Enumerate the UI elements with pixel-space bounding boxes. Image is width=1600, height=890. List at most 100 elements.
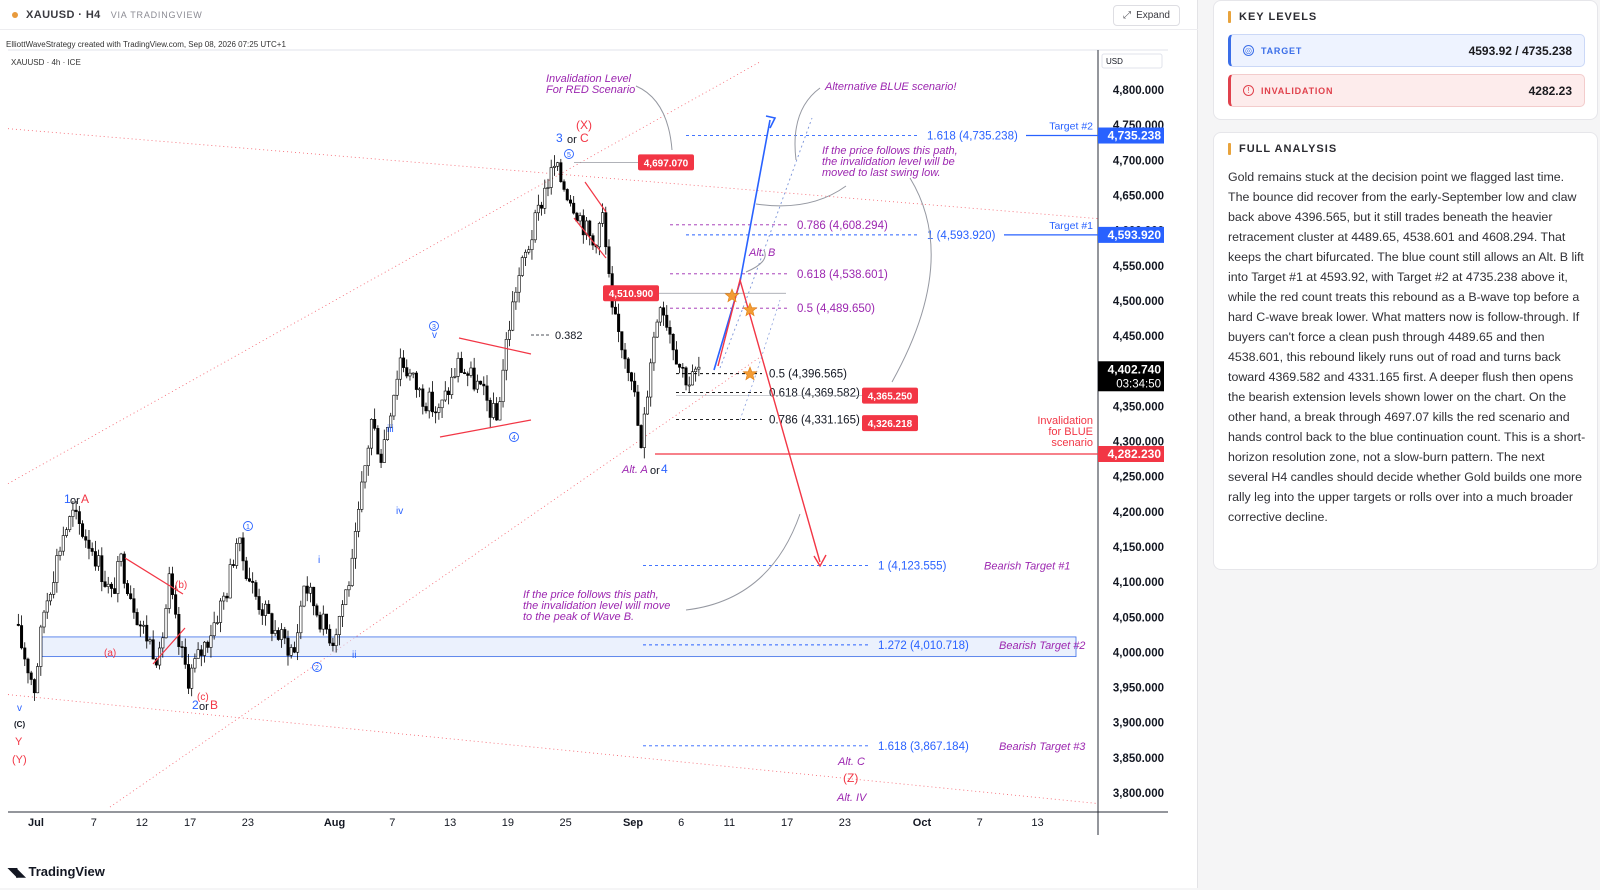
bearish-target-1-tag: Bearish Target #1: [984, 561, 1070, 573]
candle-body: [186, 664, 190, 689]
candle-body: [379, 453, 383, 463]
tradingview-brand: TradingView: [28, 864, 105, 879]
candle-body: [39, 626, 43, 667]
candle-body: [562, 181, 566, 190]
candle-body: [507, 329, 511, 340]
blue-path-note: If the price follows this path,: [822, 145, 958, 157]
candle-body: [373, 419, 377, 429]
x-tick-label: 7: [91, 817, 97, 829]
wave-3-label: 3: [556, 131, 563, 145]
x-tick-label: Jul: [28, 817, 44, 829]
y-tick-label: 3,850.000: [1113, 753, 1164, 765]
candle-body: [109, 583, 113, 589]
x-tick-label: 6: [678, 817, 684, 829]
wave-z-label: (Z): [843, 771, 858, 785]
candle-body: [116, 561, 120, 594]
candle-body: [122, 553, 126, 584]
candle-body: [527, 249, 531, 253]
wave-1-label: 1: [64, 492, 71, 506]
price-badge: [862, 387, 918, 404]
countdown-label: 03:34:50: [1116, 378, 1161, 390]
candle-body: [604, 212, 608, 248]
candle-body: [450, 376, 454, 396]
currency-box: [1101, 53, 1163, 69]
candle-body: [77, 511, 81, 525]
red-projection-arrowhead: [813, 554, 827, 568]
candle-body: [456, 357, 460, 377]
target-1-tag: Target #1: [1049, 220, 1093, 232]
invalidation-blue-label: scenario: [1051, 437, 1093, 449]
wave-ii-label: ii: [352, 650, 356, 661]
candle-body: [559, 162, 563, 182]
wave-b-small-label: (b): [175, 580, 187, 591]
candle-body: [613, 306, 617, 315]
fib-level-label: 0.5 (4,396.565): [769, 369, 847, 381]
candle-body: [228, 564, 232, 599]
candle-body: [315, 605, 319, 616]
tradingview-logo-icon: ◥◣: [8, 864, 25, 879]
candle-layer: [16, 155, 701, 701]
candle-body: [257, 596, 261, 610]
candle-body: [74, 509, 78, 512]
candle-body: [626, 358, 630, 373]
candle-body: [276, 630, 280, 640]
candle-body: [546, 187, 550, 189]
wedge-upper: [584, 181, 607, 213]
candle-body: [113, 588, 117, 594]
wave-or-label: or: [70, 495, 80, 507]
candle-body: [222, 595, 226, 602]
triangle-4-upper: [458, 337, 532, 355]
wedge-lower: [573, 217, 607, 259]
candle-body: [636, 391, 640, 426]
candle-body: [475, 380, 479, 390]
candle-body: [247, 578, 251, 582]
wave-or-label: or: [199, 701, 209, 713]
wave-a-label: A: [81, 492, 89, 506]
x-tick-label: 23: [242, 817, 254, 829]
candle-body: [536, 204, 540, 214]
candle-body: [215, 622, 219, 624]
candle-body: [328, 628, 332, 644]
y-tick-label: 4,300.000: [1113, 437, 1164, 449]
candle-body: [684, 367, 688, 386]
x-tick-label: 7: [977, 817, 983, 829]
fib-level-label: 1.272 (4,010.718): [878, 640, 969, 652]
candle-body: [145, 624, 149, 642]
candle-body: [196, 649, 200, 659]
candle-body: [642, 413, 646, 448]
target-value: 4593.92 / 4735.238: [1468, 43, 1572, 58]
wave-circle-3: 3: [432, 324, 436, 331]
candle-body: [97, 555, 101, 567]
y-tick-label: 4,500.000: [1113, 296, 1164, 308]
price-chart[interactable]: USD4,800.0004,750.0004,700.0004,650.0004…: [0, 0, 1198, 888]
candle-body: [665, 314, 669, 328]
candle-body: [20, 625, 24, 649]
candle-body: [337, 616, 341, 635]
via-label: VIA TRADINGVIEW: [110, 9, 203, 20]
candle-body: [524, 251, 528, 258]
candle-body: [16, 623, 20, 626]
candle-body: [45, 600, 49, 613]
candle-body: [360, 481, 364, 510]
candle-body: [398, 357, 402, 380]
candle-body: [93, 551, 97, 567]
x-tick-label: 13: [444, 817, 456, 829]
candle-body: [549, 167, 553, 188]
wave-circle-4-ring: [509, 432, 519, 442]
candle-body: [568, 199, 572, 204]
invalidation-level-row: ! INVALIDATION 4282.23: [1228, 74, 1585, 107]
candle-body: [48, 594, 52, 602]
axis-layer: USD4,800.0004,750.0004,700.0004,650.0004…: [8, 49, 1168, 835]
candle-body: [23, 647, 27, 660]
candle-body: [81, 523, 85, 537]
wave-circle-3-ring: [429, 321, 439, 331]
invalidation-red-note: Invalidation Level: [546, 73, 632, 85]
expand-button[interactable]: ⤢ Expand: [1113, 5, 1180, 26]
channel-rising-lower: [109, 356, 761, 808]
candle-body: [479, 380, 483, 385]
candle-body: [267, 603, 271, 614]
wave-circle-5: 5: [567, 152, 571, 159]
candle-body: [581, 215, 585, 236]
candle-body: [87, 539, 91, 549]
candle-body: [459, 357, 463, 373]
